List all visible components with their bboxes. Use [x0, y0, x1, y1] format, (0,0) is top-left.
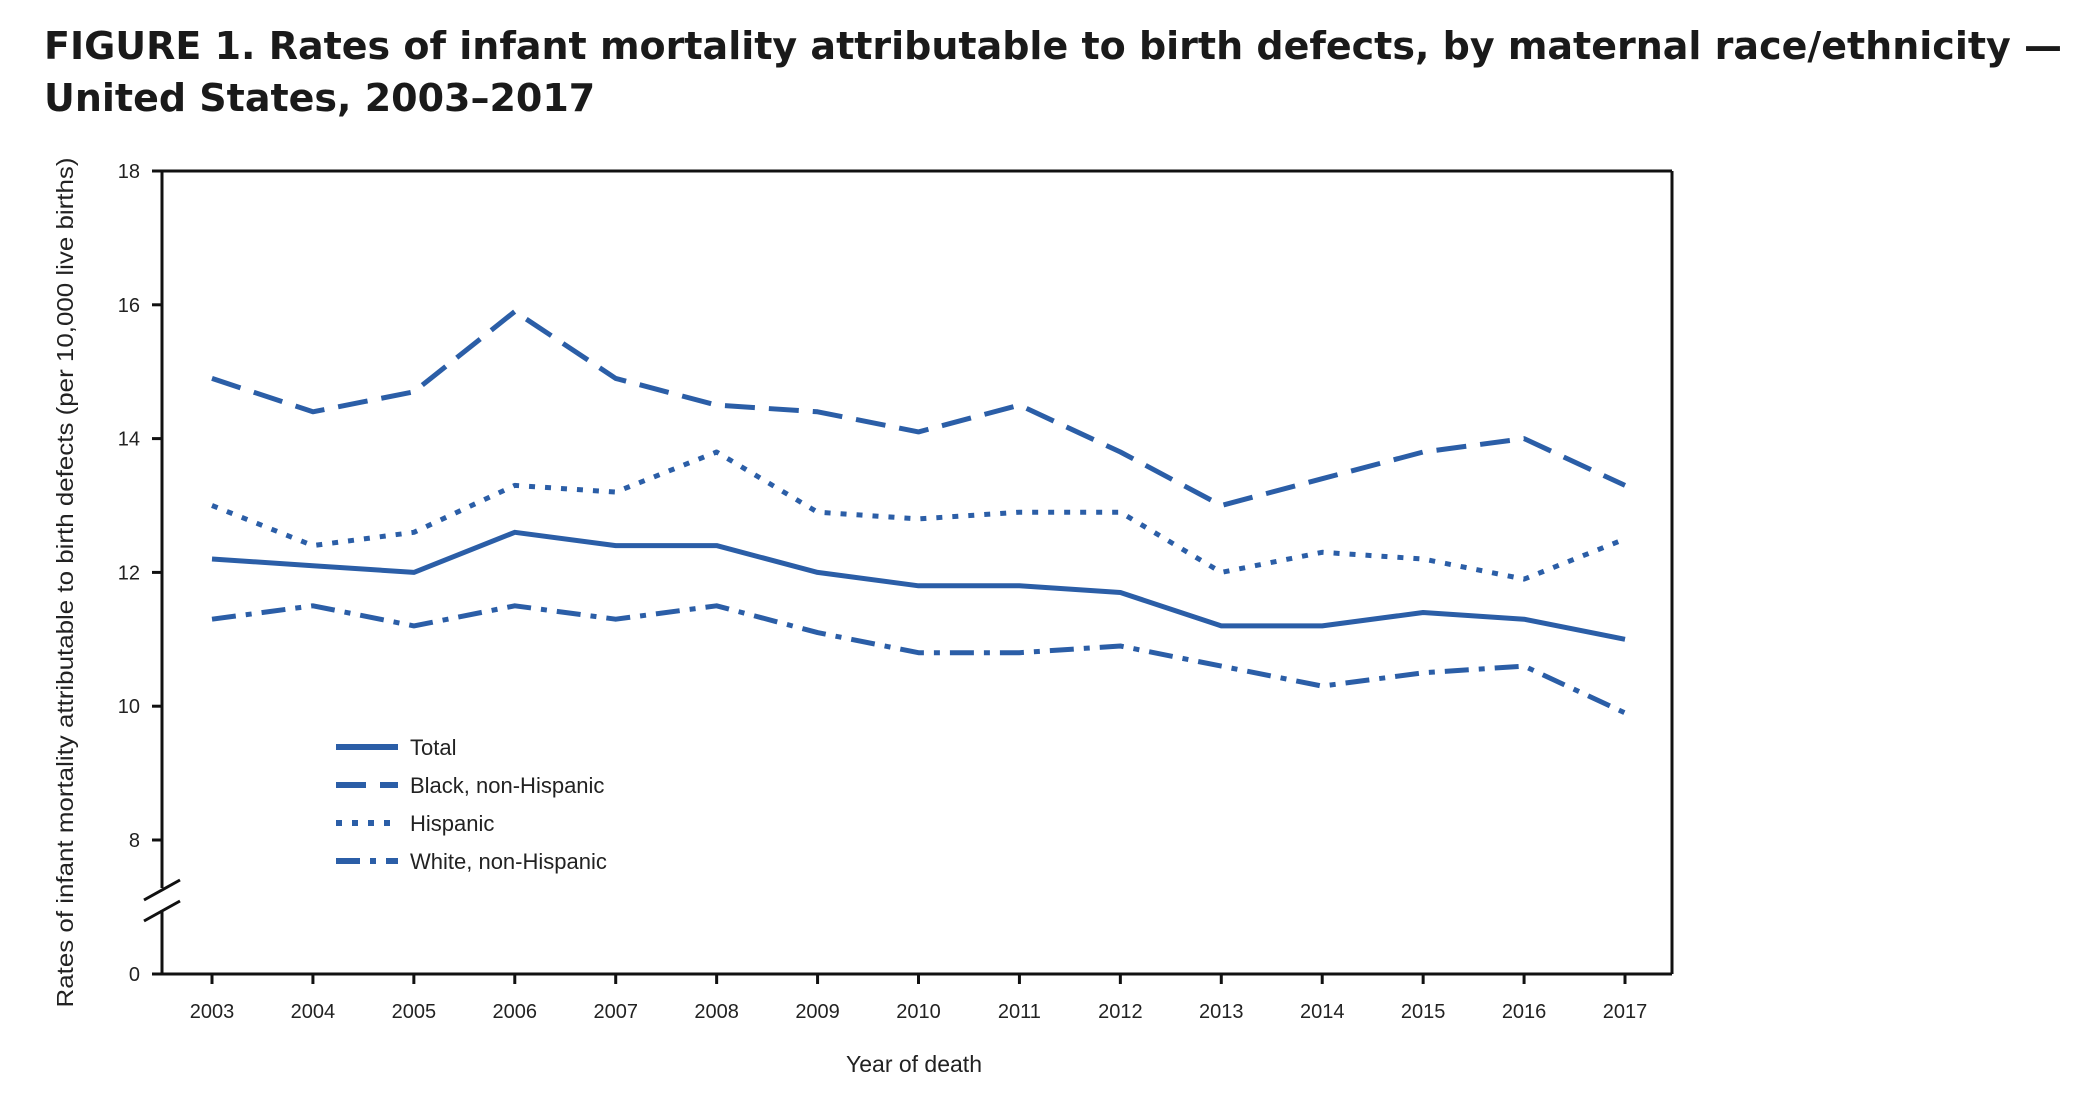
y-tick-label: 18 — [118, 161, 140, 183]
y-axis-title: Rates of infant mortality attributable t… — [52, 158, 78, 1008]
legend-label-total: Total — [410, 735, 456, 760]
y-tick-label: 0 — [129, 964, 140, 986]
x-tick-label: 2003 — [190, 1001, 235, 1023]
x-tick-label: 2008 — [694, 1001, 739, 1023]
x-tick-label: 2014 — [1300, 1001, 1345, 1023]
x-tick-label: 2011 — [998, 1001, 1041, 1023]
y-tick-label: 8 — [129, 830, 140, 852]
series-line-hispanic — [211, 449, 1626, 582]
axis-break-mark — [143, 899, 181, 923]
series-lines — [211, 309, 1627, 716]
legend: Total Black, non-Hispanic Hispanic White, n… — [336, 735, 607, 874]
x-tick-label: 2010 — [896, 1001, 941, 1023]
figure-title: FIGURE 1. Rates of infant mortality attr… — [44, 24, 2063, 120]
legend-label-black-non-hispanic: Black, non-Hispanic — [410, 773, 604, 798]
x-tick-label: 2012 — [1098, 1001, 1143, 1023]
series-line-white-non-hispanic — [211, 603, 1627, 716]
y-tick-label: 10 — [118, 696, 140, 718]
axis-break-mark — [143, 878, 181, 902]
x-tick-label: 2009 — [795, 1001, 840, 1023]
x-axis-ticks: 2003 2004 2005 2006 2007 2008 2009 2010 2011 2012… — [190, 974, 1648, 1023]
y-tick-label: 16 — [118, 295, 140, 317]
x-tick-label: 2013 — [1199, 1001, 1244, 1023]
x-tick-label: 2017 — [1603, 1001, 1648, 1023]
series-line-black-non-hispanic — [211, 309, 1627, 508]
x-tick-label: 2015 — [1401, 1001, 1446, 1023]
x-tick-label: 2004 — [291, 1001, 336, 1023]
x-axis-title: Year of death — [846, 1051, 982, 1077]
x-tick-label: 2007 — [593, 1001, 638, 1023]
x-tick-label: 2006 — [493, 1001, 538, 1023]
x-tick-label: 2005 — [392, 1001, 437, 1023]
legend-label-white-non-hispanic: White, non-Hispanic — [410, 849, 607, 874]
y-tick-label: 12 — [118, 562, 140, 584]
y-tick-label: 14 — [118, 429, 140, 451]
series-line-total — [211, 529, 1626, 642]
x-tick-label: 2016 — [1502, 1001, 1547, 1023]
y-axis-ticks: 0 8 10 12 14 16 18 — [118, 161, 162, 986]
legend-label-hispanic: Hispanic — [410, 811, 494, 836]
plot-frame — [143, 169, 1674, 976]
